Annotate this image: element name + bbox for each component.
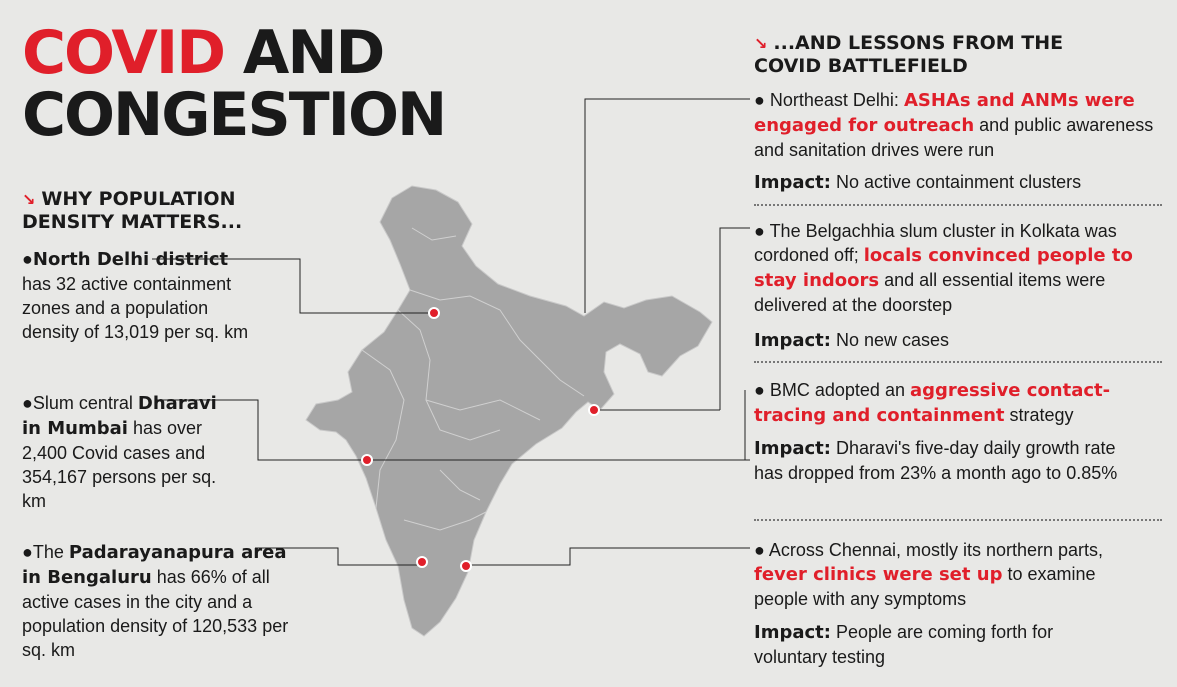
left-item-mumbai: ●Slum central Dharavi in Mumbai has over… — [22, 393, 217, 511]
right-item-kolkata: ● The Belgachhia slum cluster in Kolkata… — [754, 221, 1133, 315]
marker-kolkata — [588, 404, 600, 416]
impact-4: Impact: People are coming forth for volu… — [754, 620, 1124, 669]
left-item-bold: North Delhi district — [32, 249, 229, 270]
right-item-highlight: locals convinced people to stay indoors — [754, 245, 1133, 291]
right-heading: ↘ ...AND LESSONS FROM THE COVID BATTLEFIE… — [754, 32, 1063, 78]
arrow-icon: ↘ — [22, 190, 36, 209]
right-heading-line1: ...AND LESSONS FROM THE — [773, 32, 1064, 54]
marker-chennai — [460, 560, 472, 572]
title-line2: CONGESTION — [22, 80, 447, 150]
impact-text: Dharavi's five-day daily growth rate has… — [754, 438, 1118, 483]
impact-label: Impact: — [754, 172, 831, 193]
right-item-highlight: aggressive contact-tracing and containme… — [754, 380, 1111, 426]
left-heading-line2: DENSITY MATTERS... — [22, 211, 243, 233]
marker-mumbai — [361, 454, 373, 466]
right-item-post: and public awareness and sanitation driv… — [754, 115, 1154, 160]
left-item-text: has over 2,400 Covid cases and 354,167 p… — [22, 418, 217, 511]
title-rest: AND — [224, 18, 385, 88]
left-item-text: has 66% of all active cases in the city … — [22, 567, 289, 660]
divider — [754, 519, 1162, 521]
india-map-shape — [305, 185, 713, 637]
left-item-pre: Slum central — [32, 393, 138, 413]
impact-label: Impact: — [754, 622, 831, 643]
left-heading-line1: WHY POPULATION — [41, 188, 236, 210]
right-item-pre: BMC adopted an — [769, 380, 910, 400]
location-markers — [361, 307, 600, 572]
left-heading: ↘ WHY POPULATION DENSITY MATTERS... — [22, 188, 242, 234]
impact-2: Impact: No new cases — [754, 328, 1164, 353]
left-item-bold: Dharavi in Mumbai — [22, 393, 217, 439]
right-item-highlight: fever clinics were set up — [754, 564, 1003, 585]
right-item-pre: The Belgachhia slum cluster in Kolkata w… — [754, 221, 1117, 265]
right-item-highlight: ASHAs and ANMs were engaged for outreach — [754, 90, 1135, 136]
leader-lines — [152, 98, 750, 566]
right-item-post: and all essential items were delivered a… — [754, 270, 1106, 315]
marker-delhi — [428, 307, 440, 319]
left-item-text: has 32 active containment zones and a po… — [22, 274, 249, 342]
impact-text: People are coming forth for voluntary te… — [754, 622, 1054, 667]
right-item-pre: Across Chennai, mostly its northern part… — [768, 540, 1104, 560]
impact-label: Impact: — [754, 330, 831, 351]
impact-text: No new cases — [830, 330, 950, 350]
page-title: COVID AND CONGESTION — [22, 22, 447, 150]
left-item-bold: Padarayanapura area in Bengaluru — [22, 542, 287, 588]
right-heading-line2: COVID BATTLEFIELD — [754, 55, 968, 77]
impact-3: Impact: Dharavi's five-day daily growth … — [754, 436, 1134, 485]
divider — [754, 204, 1162, 206]
left-item-delhi: ●North Delhi district has 32 active cont… — [22, 249, 249, 342]
state-borders — [361, 227, 585, 531]
impact-text: No active containment clusters — [830, 172, 1082, 192]
right-item-chennai: ● Across Chennai, mostly its northern pa… — [754, 540, 1104, 609]
divider — [754, 361, 1162, 363]
title-red: COVID — [22, 18, 226, 88]
marker-bengaluru — [416, 556, 428, 568]
left-item-pre: The — [32, 542, 69, 562]
impact-label: Impact: — [754, 438, 831, 459]
impact-1: Impact: No active containment clusters — [754, 170, 1164, 195]
right-item-mumbai: ● BMC adopted an aggressive contact-trac… — [754, 380, 1111, 426]
right-item-post: to examine people with any symptoms — [754, 564, 1096, 609]
arrow-icon: ↘ — [754, 34, 768, 53]
right-item-post: strategy — [1004, 405, 1074, 425]
left-item-bengaluru: ●The Padarayanapura area in Bengaluru ha… — [22, 542, 289, 660]
right-item-northeast-delhi: ● Northeast Delhi: ASHAs and ANMs were e… — [754, 90, 1154, 160]
right-item-pre: Northeast Delhi: — [769, 90, 904, 110]
